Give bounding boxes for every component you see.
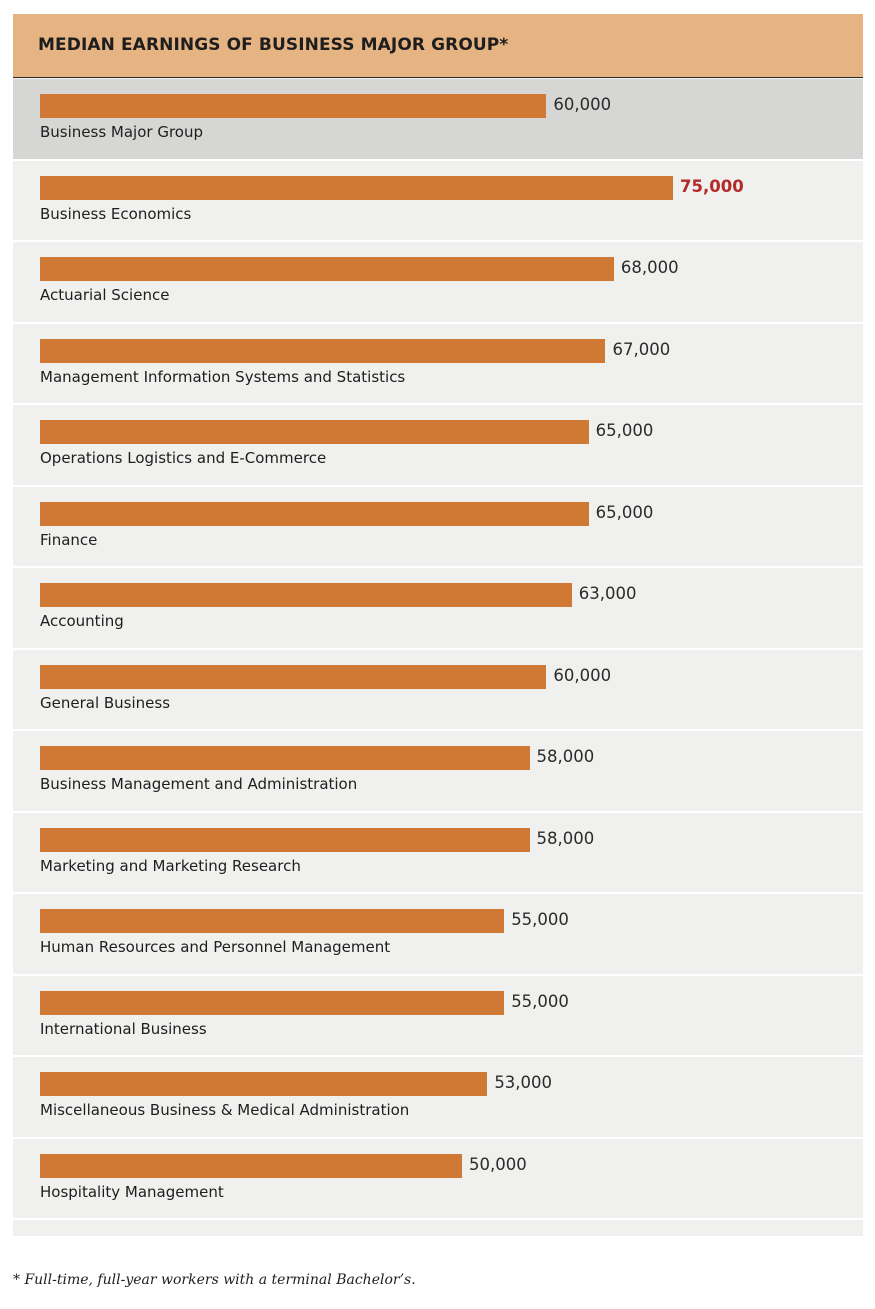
bar-value-label: 58,000	[536, 828, 595, 848]
category-label: Operations Logistics and E-Commerce	[40, 449, 327, 467]
bar-row: 55,000 Human Resources and Personnel Mana…	[13, 894, 863, 976]
bar-row: 58,000 Business Management and Administra…	[13, 731, 863, 813]
category-label: Business Major Group	[40, 123, 203, 141]
bar	[40, 338, 606, 363]
bar-value-label: 65,000	[595, 502, 654, 522]
bar-value-label: 50,000	[469, 1154, 527, 1174]
bar-value-label: 63,000	[578, 584, 637, 603]
bar	[40, 257, 614, 281]
bar	[40, 583, 572, 607]
bar	[40, 420, 589, 444]
bar	[40, 501, 589, 526]
category-label: International Business	[40, 1019, 207, 1038]
bar-row: 55,000 International Business	[13, 976, 863, 1057]
bar-row: 60,000 General Business	[13, 650, 863, 731]
bar-value-label: 58,000	[536, 747, 595, 766]
category-label: General Business	[40, 693, 171, 712]
bar-value-label: 68,000	[620, 258, 679, 277]
bar-value-label: 75,000	[680, 176, 744, 196]
bar-row: 67,000 Management Information Systems and…	[13, 324, 863, 405]
bar-row: 68,000 Actuarial Science	[13, 242, 863, 324]
bar-row: 58,000 Marketing and Marketing Research	[13, 813, 863, 894]
category-label: Business Economics	[40, 204, 192, 223]
bar	[40, 1072, 488, 1096]
bar	[40, 1153, 462, 1178]
bar	[40, 990, 505, 1015]
bar-row: 65,000 Finance	[13, 487, 863, 568]
bar-row: 75,000 Business Economics	[13, 161, 863, 242]
bar-value-label: 67,000	[612, 339, 671, 359]
bar-value-label: 53,000	[494, 1073, 553, 1092]
bar	[40, 175, 673, 200]
category-label: Accounting	[40, 612, 124, 630]
bar-value-label: 60,000	[553, 95, 612, 114]
chart-panel: MEDIAN EARNINGS OF BUSINESS MAJOR GROUP*…	[13, 14, 863, 1236]
bar-value-label: 55,000	[511, 910, 569, 929]
bar	[40, 827, 530, 852]
category-label: Hospitality Management	[40, 1182, 224, 1201]
bar	[40, 94, 547, 118]
chart-header: MEDIAN EARNINGS OF BUSINESS MAJOR GROUP*	[13, 14, 863, 78]
bar-row: 63,000 Accounting	[13, 568, 863, 650]
category-label: Actuarial Science	[40, 286, 170, 304]
bar-row: 65,000 Operations Logistics and E-Commerc…	[13, 405, 863, 487]
bar-row: 50,000 Hospitality Management	[13, 1139, 863, 1220]
category-label: Human Resources and Personnel Management	[40, 938, 391, 956]
category-label: Management Information Systems and Stati…	[40, 367, 406, 386]
bar-row: 53,000 Miscellaneous Business & Medical A…	[13, 1057, 863, 1139]
category-label: Finance	[40, 530, 98, 549]
bar	[40, 664, 547, 689]
bar-value-label: 55,000	[511, 991, 569, 1011]
category-label: Business Management and Administration	[40, 775, 358, 793]
chart-title: MEDIAN EARNINGS OF BUSINESS MAJOR GROUP*	[38, 35, 509, 55]
bar	[40, 746, 530, 770]
bar-row: 60,000 Business Major Group	[13, 79, 863, 161]
bar	[40, 909, 505, 933]
category-label: Marketing and Marketing Research	[40, 856, 301, 875]
bar-value-label: 60,000	[553, 665, 612, 685]
category-label: Miscellaneous Business & Medical Adminis…	[40, 1101, 410, 1119]
bar-value-label: 65,000	[595, 421, 654, 440]
footnote: * Full-time, full-year workers with a te…	[13, 1272, 416, 1288]
